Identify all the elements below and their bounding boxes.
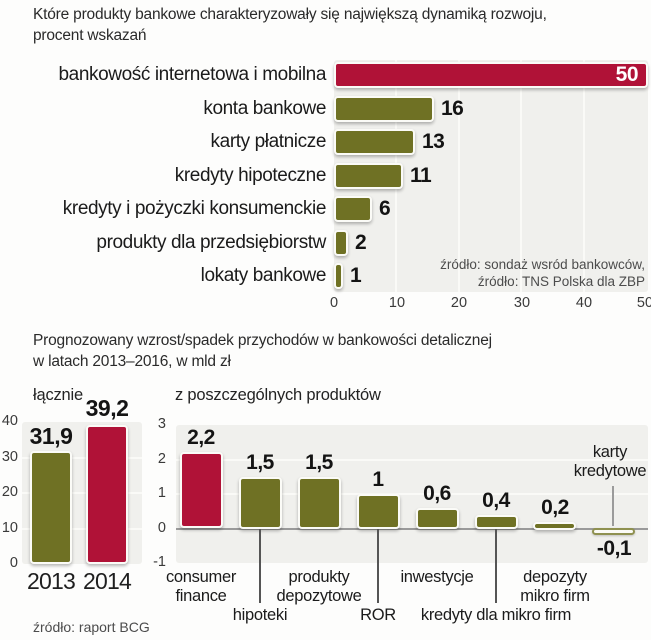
bar-value-bank-accounts: 16 [441,97,464,120]
right-ytick-2: 2 [157,451,166,467]
callout-karty-line2: kredytowe [573,462,647,480]
right-bar-karty-kredytowe [592,528,635,535]
right-ytick-0: 0 [157,520,166,536]
bar-value-deposits: 1 [350,264,362,287]
right-value-hipoteki: 1,5 [246,451,274,474]
bar-value-internet-banking: 50 [615,63,639,86]
right-bar-ror [357,494,400,529]
chart1-source: źródło: sondaż wsród bankowców, źródło: … [385,256,645,290]
right-ytick-3: 3 [157,416,166,432]
right-value-karty-kredytowe: -0,1 [596,537,632,560]
xlabel-depozyty-line1: depozyty [523,568,587,586]
left-ytick-40: 40 [1,413,18,429]
xtick-30: 30 [513,295,531,311]
right-bar-consumer-finance [180,452,223,528]
left-bar-2014 [86,425,128,564]
bar-value-mortgages: 11 [410,164,432,187]
callout-karty-line1: karty [592,443,628,461]
right-gridline-2 [176,459,648,461]
bar-consumer-loans [334,196,372,222]
right-bar-produkty-depozytowe [298,477,341,529]
xlabel-hipoteki: hipoteki [232,606,288,624]
chart1-title-line2: procent wskazań [33,27,147,44]
leader-karty-kredytowe [612,486,614,526]
gridline-20 [458,60,460,292]
right-value-consumer-finance: 2,2 [187,426,215,449]
bar-internet-banking [334,62,648,88]
right-bar-kredyty-mikro [475,515,518,529]
leader-kredyty-mikro [495,529,497,603]
right-ytick-1: 1 [157,485,166,501]
right-bar-hipoteki [239,477,282,529]
xlabel-ror: ROR [360,606,396,624]
right-value-ror: 1 [372,468,384,491]
left-gridline-10 [22,528,142,530]
xlabel-consumer-finance: consumer finance [146,568,256,606]
chart1-source-line1: źródło: sondaż wsród bankowców, [440,257,645,272]
bar-business-products [334,230,348,256]
xlabel-produkty-line2: depozytowe [276,587,362,605]
bar-bank-accounts [334,96,434,122]
xlabel-consumer-finance-line1: consumer [165,568,237,586]
xlabel-produkty-line1: produkty [288,568,350,586]
left-ytick-20: 20 [1,484,18,500]
xtick-20: 20 [450,295,468,311]
xlabel-inwestycje: inwestycje [400,568,474,586]
left-gridline-30 [22,457,142,459]
chart2-title-line1: Prognozowany wzrost/spadek przychodów w … [33,332,492,349]
right-value-depozyty-mikro: 0,2 [541,496,569,519]
left-ytick-0: 0 [9,555,18,571]
right-value-produkty-depozytowe: 1,5 [305,451,333,474]
bar-label-bank-accounts: konta bankowe [203,98,326,119]
xlabel-kredyty-mikro: kredyty dla mikro firm [420,606,572,624]
right-zero-line [176,528,648,530]
bar-label-mortgages: kredyty hipoteczne [174,165,327,186]
bar-value-consumer-loans: 6 [379,197,391,220]
xlabel-consumer-finance-line2: finance [175,587,227,605]
left-ytick-10: 10 [1,520,18,536]
bar-value-business-products: 2 [355,231,367,254]
left-bar-2013 [30,451,72,564]
left-xlabel-2013: 2013 [27,568,76,594]
left-ytick-30: 30 [1,449,18,465]
right-bar-depozyty-mikro [533,522,576,530]
right-value-kredyty-mikro: 0,4 [482,489,510,512]
bar-label-payment-cards: karty płatnicze [210,131,327,152]
leader-ror [377,529,379,603]
panel-right-heading: z poszczególnych produktów [175,386,381,404]
bar-mortgages [334,163,403,189]
xtick-50: 50 [636,295,651,311]
chart1-title-line1: Które produkty bankowe charakteryzowały … [33,6,547,23]
xlabel-produkty-depozytowe: produkty depozytowe [259,568,379,606]
left-value-2013: 31,9 [29,423,73,449]
right-value-inwestycje: 0,6 [423,482,451,505]
left-value-2014: 39,2 [85,395,129,421]
bar-deposits [334,263,343,289]
callout-karty-kredytowe: karty kredytowe [568,443,651,481]
chart1-source-line2: źródło: TNS Polska dla ZBP [477,274,645,289]
bar-label-deposits: lokaty bankowe [200,265,327,286]
bar-label-business-products: produkty dla przedsiębiorstw [96,232,326,253]
xtick-40: 40 [575,295,593,311]
bar-label-internet-banking: bankowość internetowa i mobilna [58,64,327,85]
right-ytick-neg1: -1 [153,554,166,570]
panel-left-heading: łącznie [33,386,83,404]
right-bar-inwestycje [416,508,459,529]
xtick-10: 10 [388,295,406,311]
bar-payment-cards [334,129,415,155]
left-gridline-20 [22,492,142,494]
bar-value-payment-cards: 13 [422,130,445,153]
xlabel-depozyty-mikro: depozyty mikro firm [500,568,610,606]
xlabel-depozyty-line2: mikro firm [520,587,590,605]
right-gridline-1 [176,493,648,495]
chart2-title-line2: w latach 2013–2016, w mld zł [33,353,231,370]
xtick-0: 0 [329,295,339,311]
chart2-source: źródło: raport BCG [33,619,150,635]
bar-label-consumer-loans: kredyty i pożyczki konsumenckie [62,198,327,219]
left-xlabel-2014: 2014 [83,568,132,594]
gridline-40 [583,60,585,292]
gridline-30 [520,60,522,292]
leader-hipoteki [259,529,261,603]
